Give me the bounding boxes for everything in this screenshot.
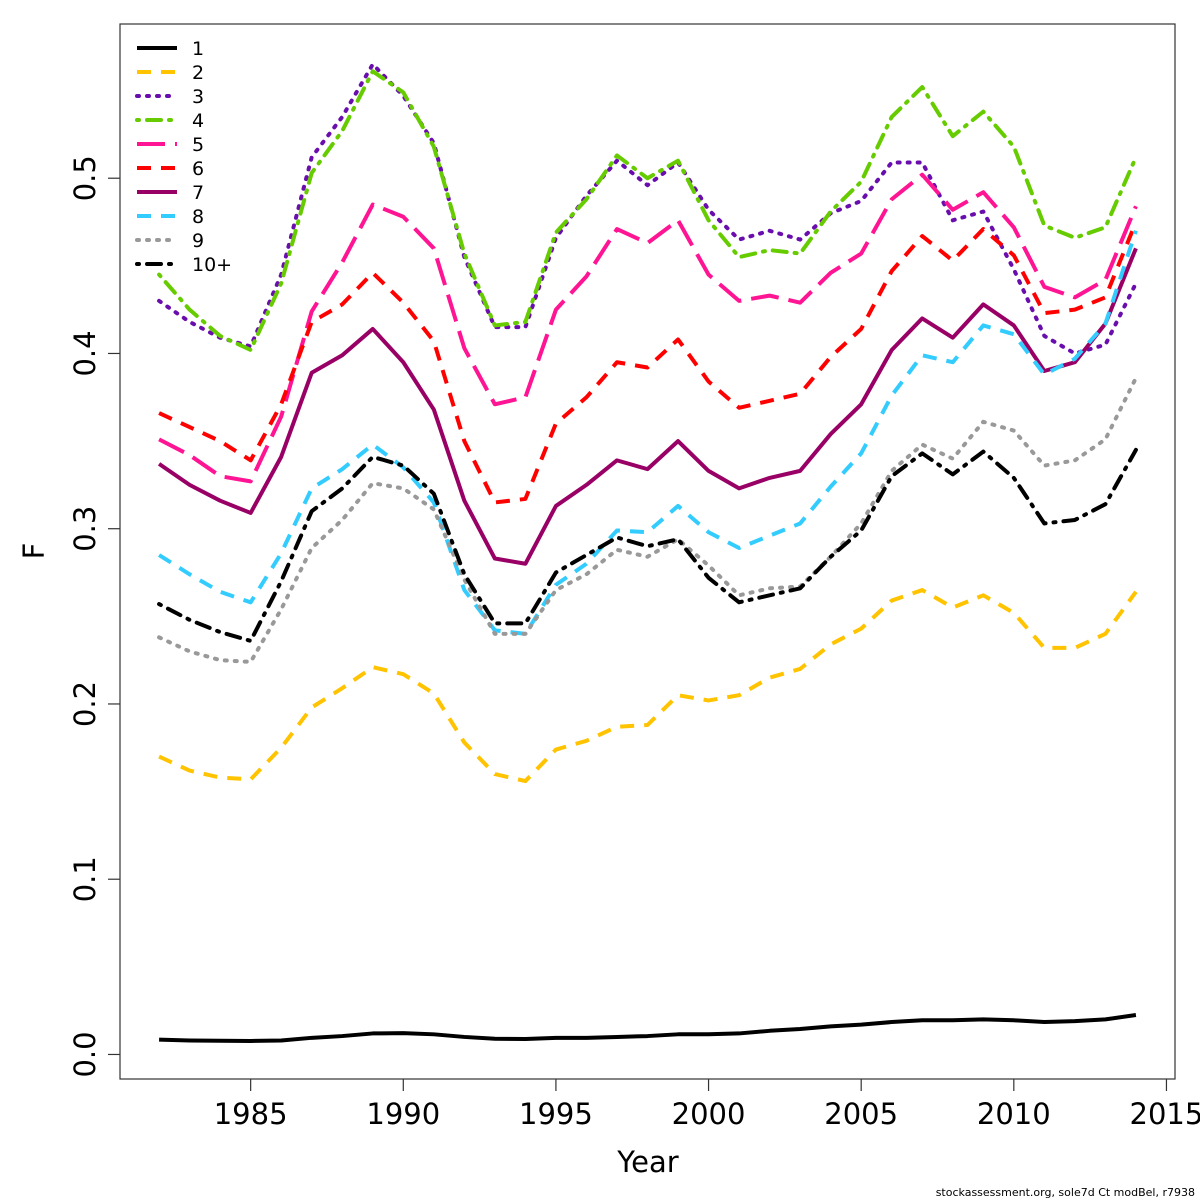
y-axis-label: F <box>17 543 51 560</box>
legend-label: 7 <box>192 182 204 204</box>
y-tick-label: 0.1 <box>68 856 102 902</box>
series-line <box>158 588 1138 784</box>
y-tick-label: 0.0 <box>68 1031 102 1077</box>
legend-label: 6 <box>192 158 204 180</box>
footer: stockassessment.org, sole7d Ct modBel, r… <box>936 1186 1195 1199</box>
y-tick-label: 0.5 <box>68 155 102 201</box>
y-tick-label: 0.3 <box>68 506 102 552</box>
y-tick-label: 0.2 <box>68 681 102 727</box>
x-tick-label: 2015 <box>1130 1097 1200 1131</box>
y-tick-label: 0.4 <box>68 330 102 376</box>
series-line <box>157 447 1138 643</box>
series-line <box>157 62 1138 356</box>
legend-label: 5 <box>192 134 204 156</box>
legend-label: 8 <box>192 206 204 228</box>
x-tick-label: 2000 <box>672 1097 746 1131</box>
x-tick-label: 1985 <box>214 1097 288 1131</box>
legend-label: 1 <box>192 38 204 60</box>
series-line <box>158 221 1138 505</box>
x-tick-label: 1995 <box>519 1097 593 1131</box>
legend-label: 4 <box>192 110 204 132</box>
x-tick-label: 2010 <box>977 1097 1051 1131</box>
series-line <box>158 230 1138 636</box>
x-tick-label: 1990 <box>366 1097 440 1131</box>
x-tick-label: 2005 <box>824 1097 898 1131</box>
series-line <box>157 376 1138 664</box>
legend-label: 2 <box>192 62 204 84</box>
legend-label: 3 <box>192 86 204 108</box>
legend-label: 9 <box>192 230 204 252</box>
plot-frame <box>119 23 1176 1080</box>
series-line <box>157 247 1138 566</box>
x-axis-label: Year <box>616 1145 678 1179</box>
series-line <box>159 1013 1137 1043</box>
series-line <box>157 69 1138 352</box>
legend-label: 10+ <box>192 254 232 276</box>
